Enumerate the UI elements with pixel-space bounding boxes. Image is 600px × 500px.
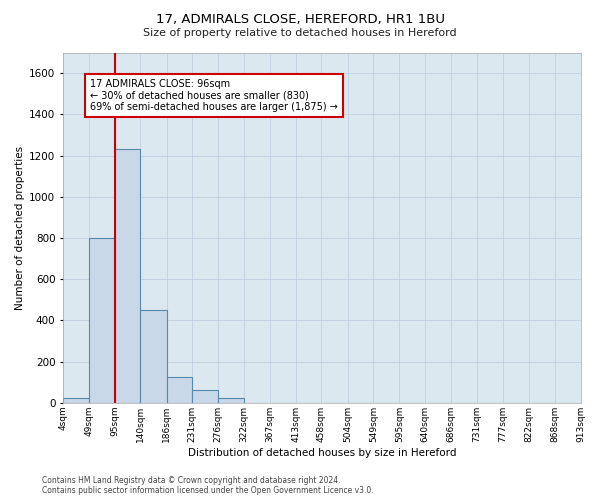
Y-axis label: Number of detached properties: Number of detached properties — [15, 146, 25, 310]
Bar — [63, 398, 89, 403]
Text: Size of property relative to detached houses in Hereford: Size of property relative to detached ho… — [143, 28, 457, 38]
Bar — [167, 377, 192, 403]
X-axis label: Distribution of detached houses by size in Hereford: Distribution of detached houses by size … — [188, 448, 456, 458]
Text: 17 ADMIRALS CLOSE: 96sqm
← 30% of detached houses are smaller (830)
69% of semi-: 17 ADMIRALS CLOSE: 96sqm ← 30% of detach… — [90, 79, 338, 112]
Bar — [192, 390, 218, 403]
Bar — [218, 398, 244, 403]
Text: Contains HM Land Registry data © Crown copyright and database right 2024.
Contai: Contains HM Land Registry data © Crown c… — [42, 476, 374, 495]
Bar — [140, 310, 167, 403]
Bar — [115, 150, 140, 403]
Text: 17, ADMIRALS CLOSE, HEREFORD, HR1 1BU: 17, ADMIRALS CLOSE, HEREFORD, HR1 1BU — [155, 12, 445, 26]
Bar — [89, 238, 115, 403]
